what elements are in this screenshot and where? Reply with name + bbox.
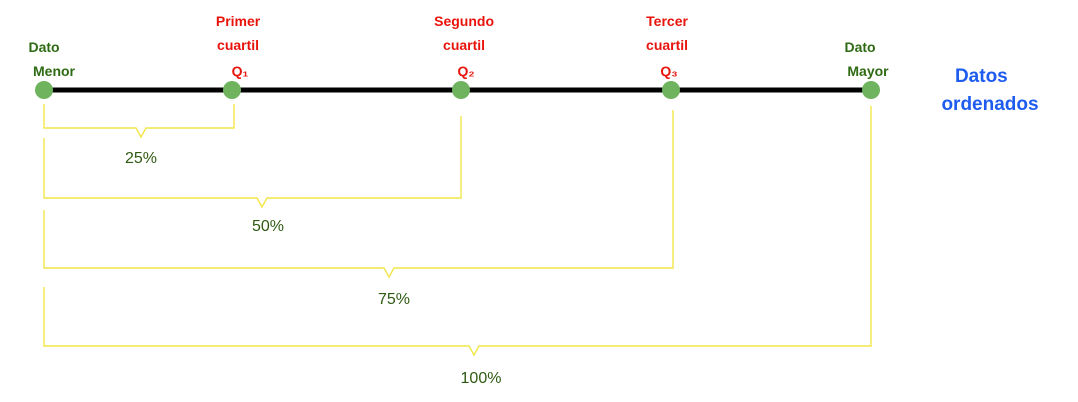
label-min: Dato Menor xyxy=(28,39,75,79)
label-q3: Tercer cuartil Q₃ xyxy=(646,13,692,79)
dot-max xyxy=(862,81,880,99)
label-max: Dato Mayor xyxy=(844,39,889,79)
dot-q3 xyxy=(662,81,680,99)
ordered-data-label: Datos ordenados xyxy=(941,66,1038,115)
label-q2: Segundo cuartil Q₂ xyxy=(434,13,498,79)
bracket-75 xyxy=(43,110,674,279)
dot-min xyxy=(35,81,53,99)
percent-50: 50% xyxy=(252,218,284,235)
percent-25: 25% xyxy=(125,150,157,167)
percent-75: 75% xyxy=(378,291,410,308)
bracket-50 xyxy=(43,116,462,209)
dot-q2 xyxy=(452,81,470,99)
dot-q1 xyxy=(223,81,241,99)
bracket-100 xyxy=(43,106,872,357)
label-q1: Primer cuartil Q₁ xyxy=(216,13,264,79)
bracket-25 xyxy=(43,104,235,139)
percent-100: 100% xyxy=(461,370,502,387)
